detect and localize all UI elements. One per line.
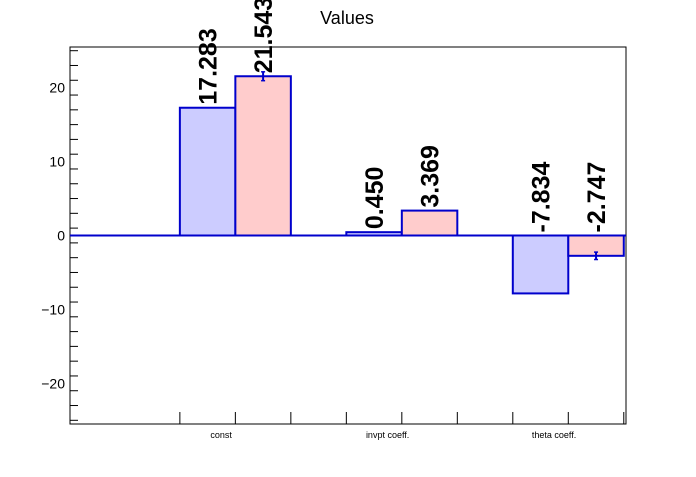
- bars-layer: [178, 71, 625, 295]
- x-category-label: invpt coeff.: [366, 430, 409, 440]
- bar-series2-const: [234, 75, 292, 237]
- data-label: -7.834: [528, 162, 556, 233]
- bar-series2-invpt-coeff-: [400, 209, 459, 237]
- bar-series1-const: [178, 106, 237, 237]
- y-tick-label: 0: [57, 228, 65, 244]
- data-labels-layer: 17.283 0.450 -7.834 21.543 3.369 -2.747: [195, 0, 611, 233]
- bar-series1-theta-coeff-: [511, 234, 570, 295]
- y-tick-label: 10: [49, 154, 65, 170]
- data-label: 3.369: [417, 145, 445, 208]
- data-label: 21.543: [250, 0, 278, 73]
- axis-layer: −20 −10 0 10 20 const invpt coeff. theta coeff.: [41, 50, 625, 440]
- chart-title: Values: [320, 8, 374, 28]
- y-tick-label: −10: [41, 301, 65, 317]
- y-tick-label: −20: [41, 375, 65, 391]
- data-label: 17.283: [195, 28, 223, 104]
- data-label: -2.747: [583, 162, 611, 233]
- data-label: 0.450: [361, 167, 389, 230]
- x-category-label: const: [210, 430, 232, 440]
- y-tick-label: 20: [49, 80, 65, 96]
- x-category-label: theta coeff.: [532, 430, 576, 440]
